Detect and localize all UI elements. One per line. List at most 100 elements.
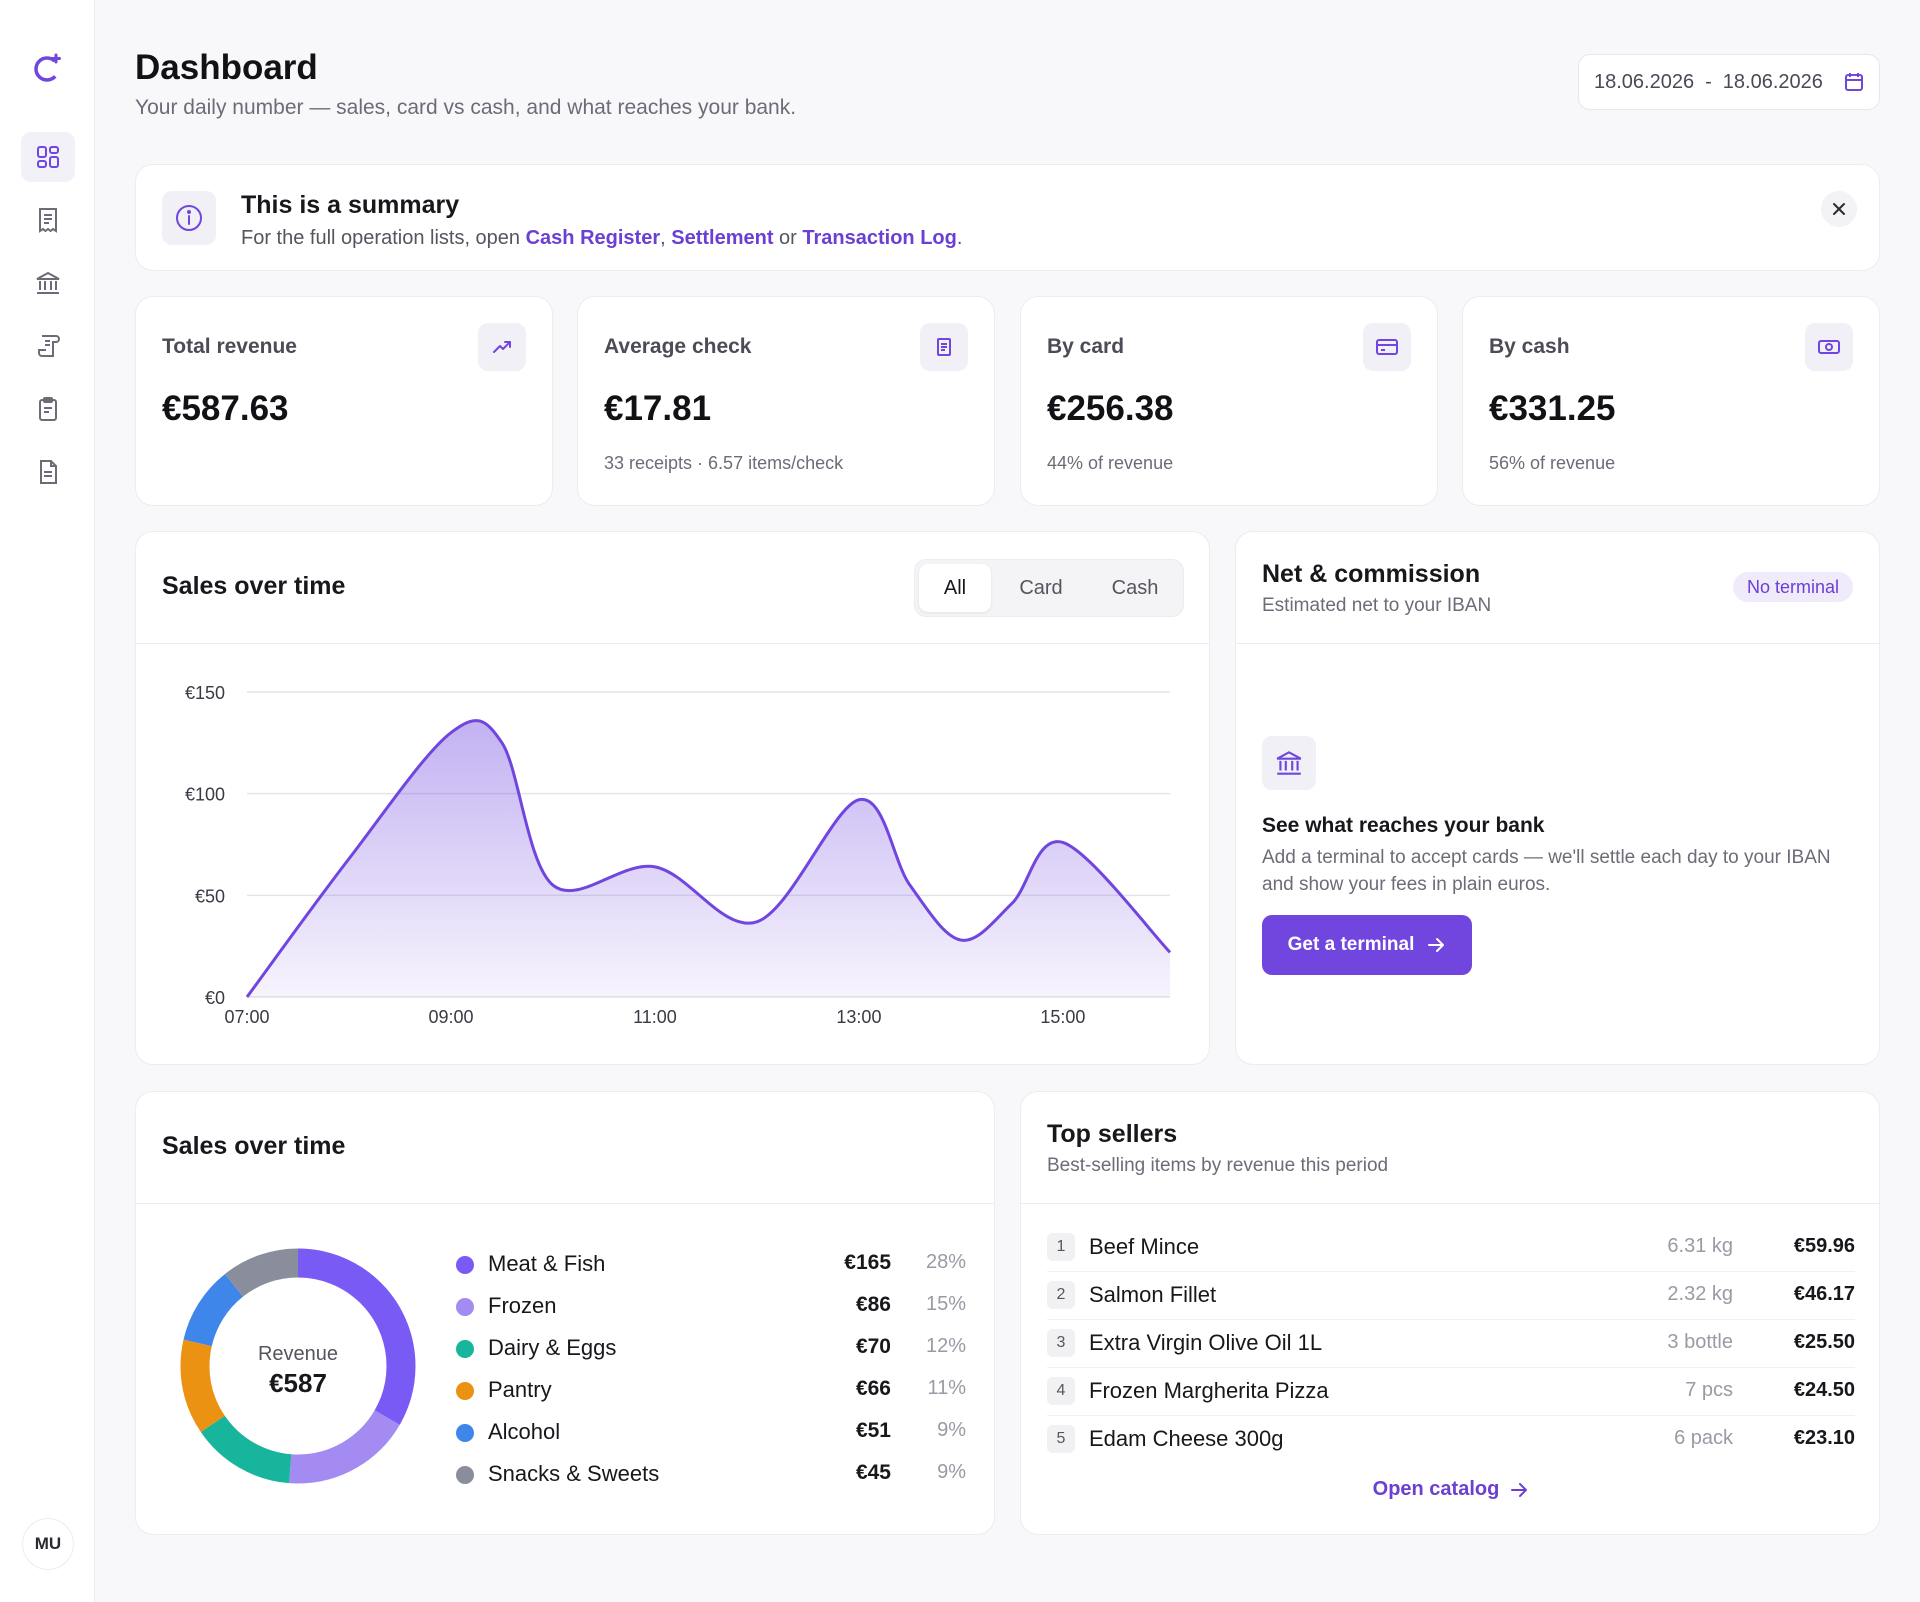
stat-card-average-check: Average check €17.81 33 receipts · 6.57 … (577, 296, 995, 506)
x-tick-label: 09:00 (428, 1007, 473, 1027)
y-tick-label: €50 (195, 886, 225, 906)
divider (1021, 1203, 1879, 1204)
rank-badge: 3 (1047, 1329, 1075, 1357)
close-icon (1833, 203, 1845, 215)
open-catalog-link[interactable]: Open catalog (1021, 1478, 1881, 1501)
legend-pct: 9% (937, 1461, 966, 1483)
page-title: Dashboard (135, 48, 318, 87)
item-qty: 7 pcs (1685, 1379, 1733, 1401)
date-range-picker[interactable]: 18.06.2026 - 18.06.2026 (1578, 54, 1880, 110)
donut-slice (180, 1248, 416, 1484)
table-row[interactable]: 1 Beef Mince 6.31 kg €59.96 (1047, 1224, 1855, 1272)
close-button[interactable] (1821, 191, 1857, 227)
stat-sub: 56% of revenue (1489, 453, 1616, 473)
sidebar-item-settlement[interactable] (21, 258, 75, 308)
settlement-link[interactable]: Settlement (671, 227, 774, 249)
net-subtitle: Estimated net to your IBAN (1262, 595, 1492, 616)
divider (136, 643, 1209, 644)
page-subtitle: Your daily number — sales, card vs cash,… (135, 96, 797, 119)
legend-pct: 12% (925, 1335, 966, 1357)
sidebar: MU (0, 0, 95, 1602)
top-sellers-title: Top sellers (1047, 1120, 1178, 1148)
net-heading: See what reaches your bank (1262, 814, 1545, 837)
legend-pct: 28% (925, 1251, 966, 1273)
legend-pct: 15% (925, 1293, 966, 1315)
y-tick-label: €0 (205, 988, 225, 1008)
legend-dot (456, 1466, 474, 1484)
legend-dot (456, 1256, 474, 1274)
banner-title: This is a summary (241, 191, 460, 219)
stat-sub: 33 receipts · 6.57 items/check (604, 453, 844, 473)
chart-area-fill (247, 720, 1170, 997)
receipt-icon (920, 323, 968, 371)
legend-name: Snacks & Sweets (488, 1461, 660, 1486)
credit-card-icon (1363, 323, 1411, 371)
net-commission-card: Net & commission Estimated net to your I… (1235, 531, 1880, 1065)
arrow-right-icon (1511, 1482, 1528, 1497)
info-icon (162, 191, 216, 245)
x-tick-label: 13:00 (836, 1007, 881, 1027)
legend-dot (456, 1340, 474, 1358)
divider (1236, 643, 1879, 644)
chart-series-line (245, 719, 1172, 998)
get-terminal-button[interactable]: Get a terminal (1262, 915, 1472, 975)
chart-title: Sales over time (162, 572, 346, 600)
legend-value: €165 (844, 1251, 891, 1274)
legend-name: Frozen (488, 1293, 557, 1318)
legend-pct: 9% (937, 1419, 966, 1441)
tab-cash[interactable]: Cash (1111, 576, 1159, 599)
item-name: Edam Cheese 300g (1089, 1426, 1284, 1451)
sidebar-item-cash-register[interactable] (21, 321, 75, 371)
bank-icon (1262, 736, 1316, 790)
item-qty: 3 bottle (1667, 1331, 1733, 1353)
legend-item: Frozen €86 15% (456, 1291, 966, 1321)
table-row[interactable]: 3 Extra Virgin Olive Oil 1L 3 bottle €25… (1047, 1320, 1855, 1368)
table-row[interactable]: 4 Frozen Margherita Pizza 7 pcs €24.50 (1047, 1368, 1855, 1416)
x-tick-label: 07:00 (224, 1007, 269, 1027)
summary-banner: This is a summary For the full operation… (135, 164, 1880, 271)
legend-value: €45 (855, 1461, 891, 1484)
legend-pct: 11% (927, 1377, 966, 1399)
top-sellers-subtitle: Best-selling items by revenue this perio… (1047, 1155, 1389, 1176)
table-row[interactable]: 5 Edam Cheese 300g 6 pack €23.10 (1047, 1416, 1855, 1464)
receipt-icon (39, 208, 57, 233)
item-qty: 2.32 kg (1667, 1283, 1733, 1305)
item-name: Frozen Margherita Pizza (1089, 1378, 1329, 1403)
item-qty: 6 pack (1674, 1427, 1733, 1449)
net-description: Add a terminal to accept cards — we'll s… (1262, 847, 1831, 895)
legend-value: €86 (855, 1293, 891, 1316)
tab-all[interactable]: All (919, 564, 991, 612)
avatar[interactable]: MU (22, 1518, 74, 1570)
transaction-log-link[interactable]: Transaction Log (802, 227, 957, 249)
legend-item: Dairy & Eggs €70 12% (456, 1333, 966, 1363)
chart-filter-tabs: All Card Cash (914, 559, 1184, 617)
sidebar-item-dashboard[interactable] (21, 132, 75, 182)
sales-chart-card: Sales over time All Card Cash €0 €50 €100 €… (135, 531, 1210, 1065)
rank-badge: 2 (1047, 1281, 1075, 1309)
status-badge: No terminal (1732, 572, 1853, 602)
legend-item: Meat & Fish €165 28% (456, 1249, 966, 1279)
banner-text: For the full operation lists, open Cash … (241, 227, 963, 249)
stat-sub: 44% of revenue (1047, 453, 1174, 473)
legend-name: Pantry (488, 1377, 552, 1402)
sidebar-item-receipts[interactable] (21, 195, 75, 245)
logo-icon[interactable] (30, 50, 66, 86)
legend-value: €51 (855, 1419, 891, 1442)
legend-item: Snacks & Sweets €45 9% (456, 1459, 966, 1489)
rank-badge: 5 (1047, 1425, 1075, 1453)
tab-card[interactable]: Card (1019, 576, 1063, 599)
item-price: €23.10 (1793, 1427, 1855, 1449)
date-separator: - (1705, 70, 1712, 93)
trend-up-icon (478, 323, 526, 371)
legend-name: Dairy & Eggs (488, 1335, 617, 1360)
item-price: €59.96 (1793, 1235, 1855, 1257)
table-row[interactable]: 2 Salmon Fillet 2.32 kg €46.17 (1047, 1272, 1855, 1320)
x-tick-label: 15:00 (1040, 1007, 1085, 1027)
stat-card-by-cash: By cash €331.25 56% of revenue (1462, 296, 1880, 506)
sidebar-item-reports[interactable] (21, 447, 75, 497)
stat-label: Average check (604, 335, 752, 358)
cash-register-link[interactable]: Cash Register (525, 227, 661, 249)
card-title: Sales over time (162, 1132, 346, 1160)
date-from: 18.06.2026 (1594, 70, 1695, 93)
sidebar-item-inventory[interactable] (21, 384, 75, 434)
